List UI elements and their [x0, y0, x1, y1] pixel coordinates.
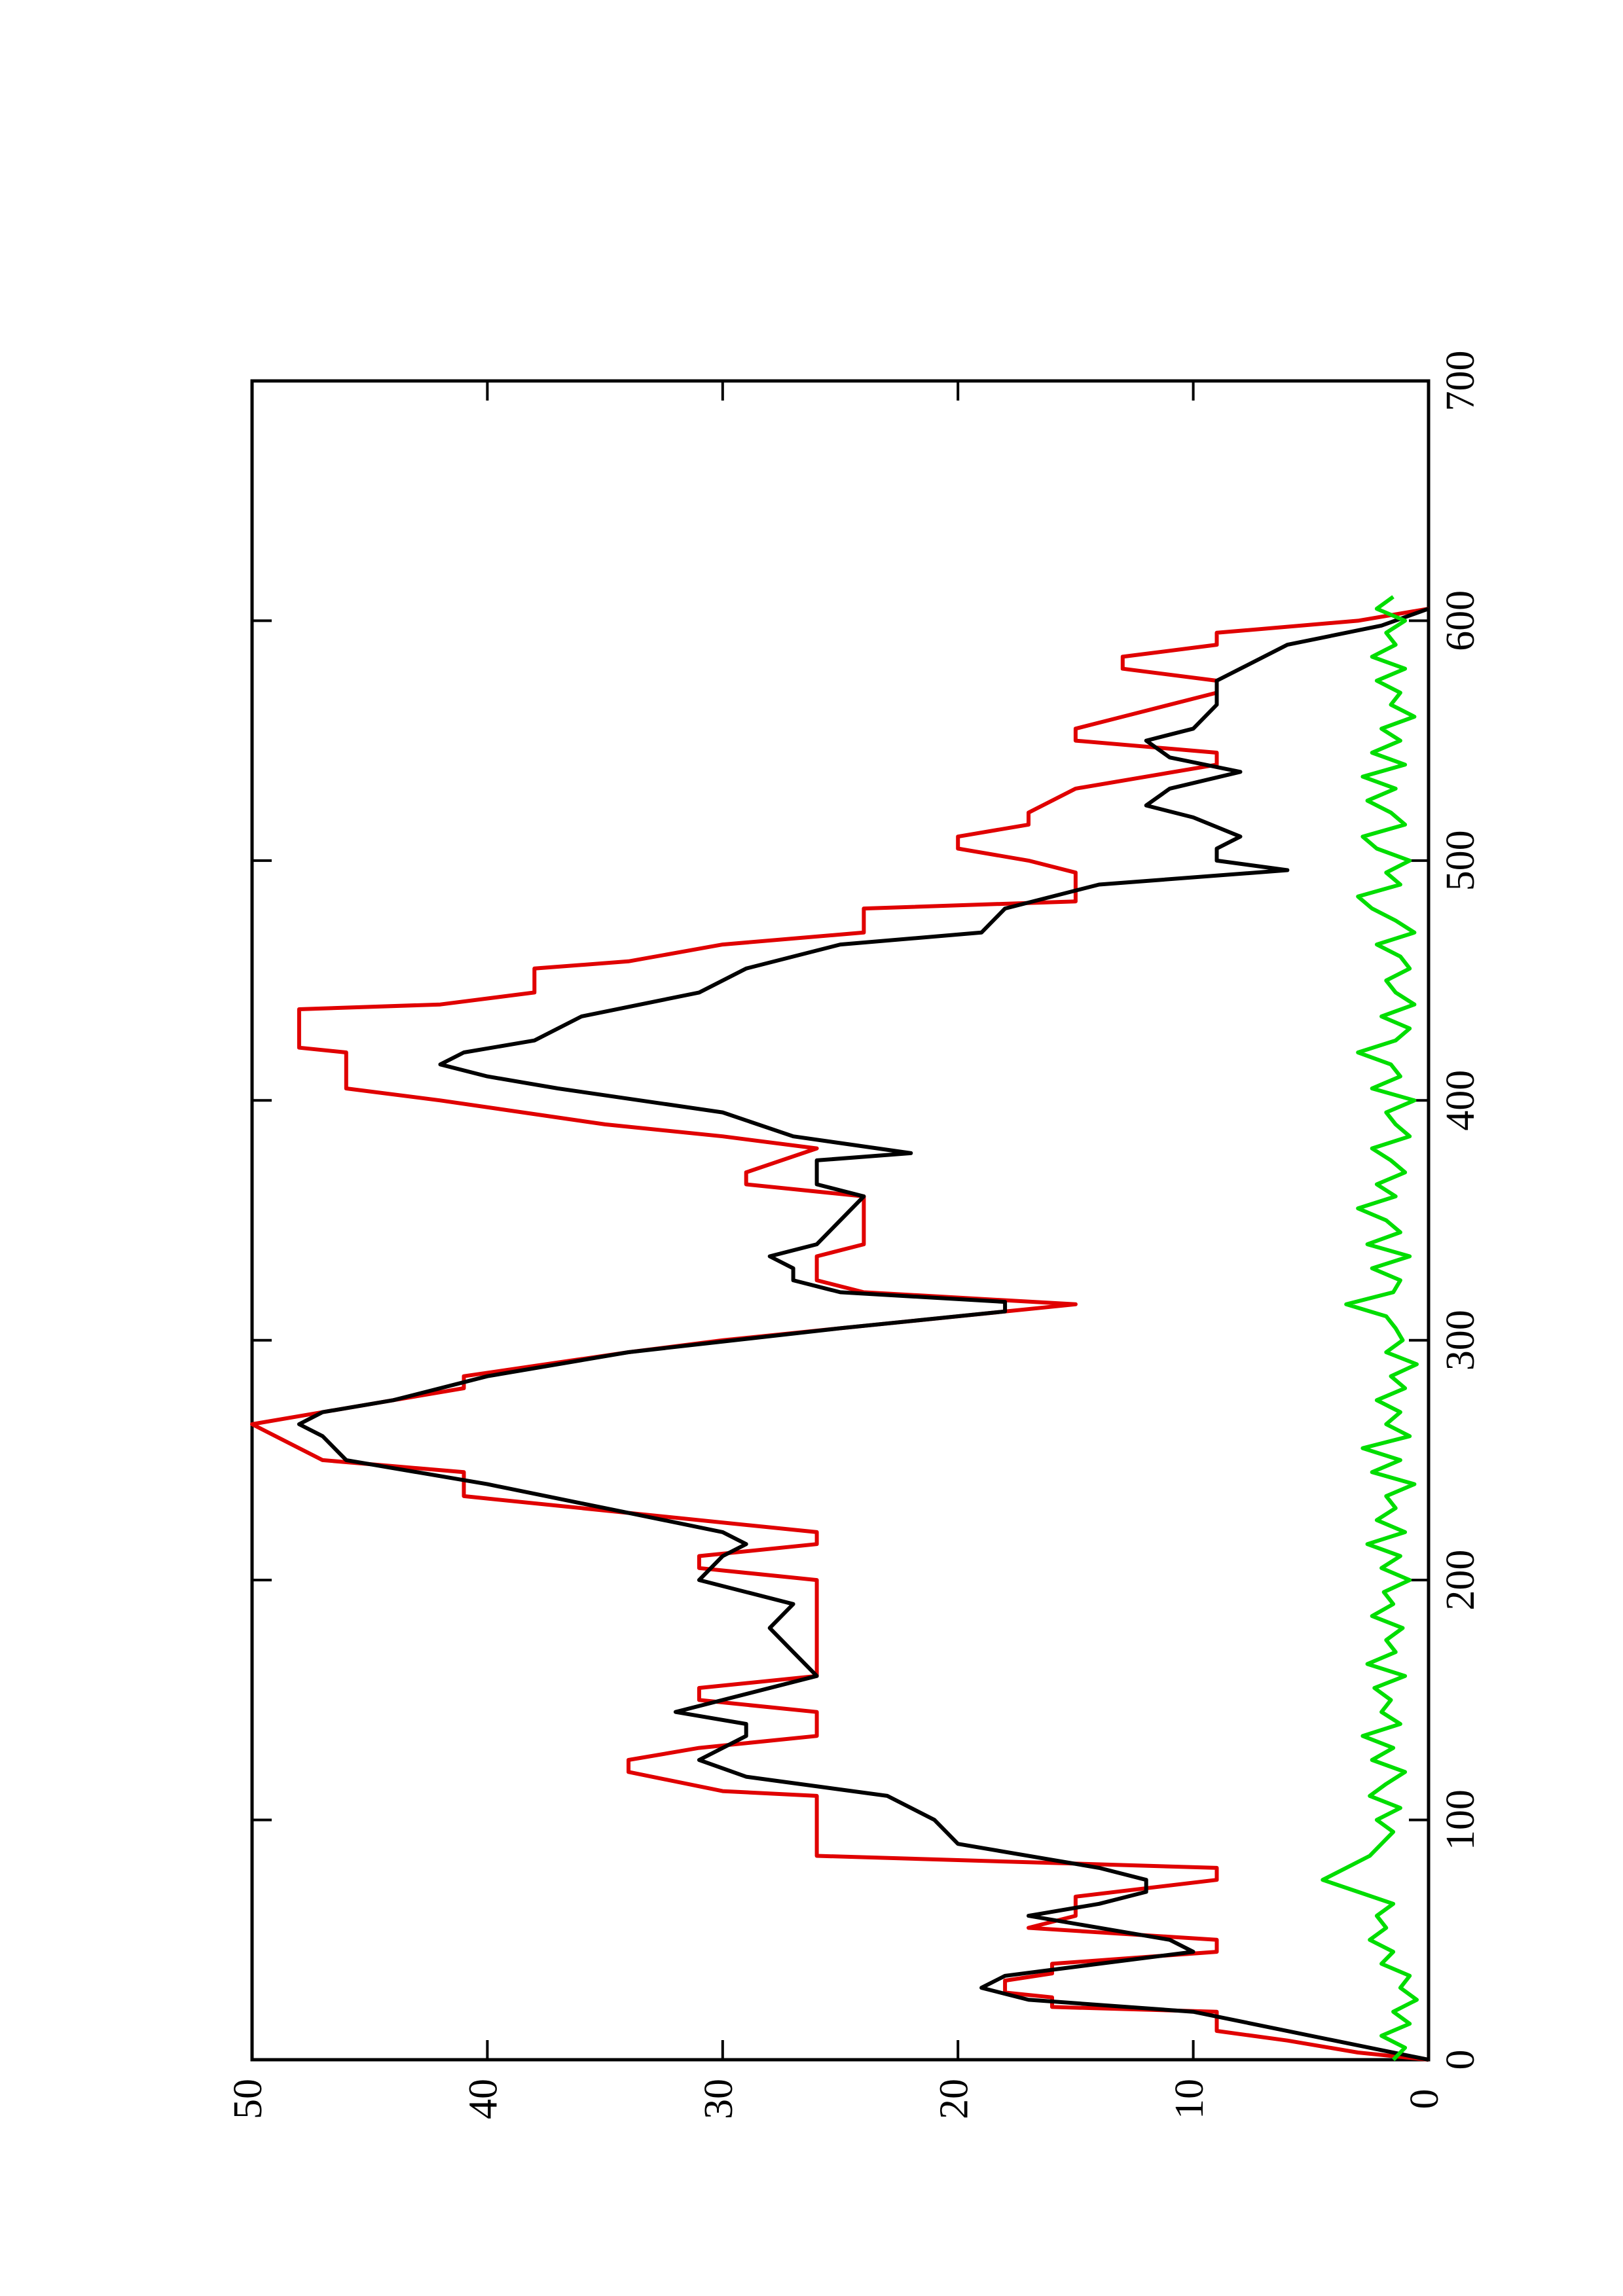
- y-tick-label: 30: [697, 2079, 741, 2119]
- x-tick-label: 400: [1438, 1070, 1483, 1131]
- x-tick-label: 700: [1438, 351, 1483, 412]
- y-tick-label: 10: [1167, 2079, 1212, 2119]
- x-tick-label: 0: [1438, 2050, 1483, 2070]
- x-tick-label: 600: [1438, 590, 1483, 651]
- data-line: [250, 607, 1429, 2062]
- x-tick-label: 100: [1438, 1789, 1483, 1850]
- x-tick-label: 500: [1438, 830, 1483, 891]
- x-tick-label: 300: [1438, 1310, 1483, 1371]
- data-line: [1321, 595, 1419, 2062]
- y-tick-label: 20: [932, 2079, 976, 2119]
- y-tick-label: 40: [462, 2079, 506, 2119]
- y-tick-label: 0: [1402, 2089, 1447, 2109]
- data-line: [297, 607, 1430, 2062]
- y-tick-label: 50: [226, 2079, 270, 2119]
- plot-frame: [250, 379, 1431, 2062]
- x-tick-label: 200: [1438, 1550, 1483, 1611]
